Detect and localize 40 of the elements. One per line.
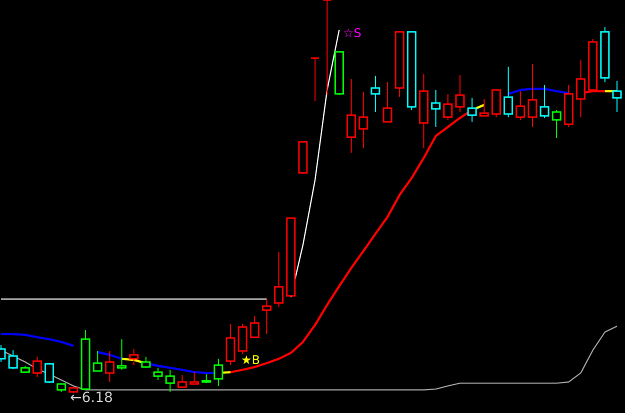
candlestick xyxy=(455,74,465,113)
candlestick xyxy=(467,97,477,122)
candlestick xyxy=(262,298,272,335)
candlestick xyxy=(479,98,489,117)
candlestick xyxy=(552,110,562,138)
candlestick xyxy=(202,374,212,384)
candlestick xyxy=(141,356,151,368)
candlestick xyxy=(129,348,139,366)
candlestick xyxy=(358,91,368,149)
candlestick xyxy=(382,82,392,123)
candlestick xyxy=(226,323,236,366)
candlestick xyxy=(8,350,18,370)
candlestick xyxy=(32,356,42,378)
candlestick xyxy=(370,75,380,113)
candlestick xyxy=(153,367,163,381)
candlestick xyxy=(117,338,127,370)
annotation: ←6.18 xyxy=(70,390,113,406)
candlestick xyxy=(177,374,187,388)
candlestick xyxy=(504,66,514,118)
annotation: ★B xyxy=(241,353,260,367)
candlestick xyxy=(44,362,54,384)
candlestick xyxy=(92,350,102,372)
candlestick xyxy=(491,89,501,118)
candlestick xyxy=(540,84,550,118)
candlestick xyxy=(322,0,332,96)
candlestick xyxy=(516,90,526,120)
candlestick xyxy=(443,93,453,120)
candlestick xyxy=(214,358,224,386)
candlestick xyxy=(250,315,260,338)
candlestick xyxy=(310,57,320,102)
candlestick xyxy=(190,372,200,385)
candlestick xyxy=(346,78,356,154)
annotation: ☆S xyxy=(343,26,362,40)
candlestick xyxy=(238,323,248,355)
candlestick xyxy=(612,80,622,113)
candlestick xyxy=(431,89,441,128)
candlestick xyxy=(104,350,114,382)
candlestick xyxy=(528,64,538,128)
candlestick xyxy=(165,369,175,392)
candlestick xyxy=(274,251,284,308)
